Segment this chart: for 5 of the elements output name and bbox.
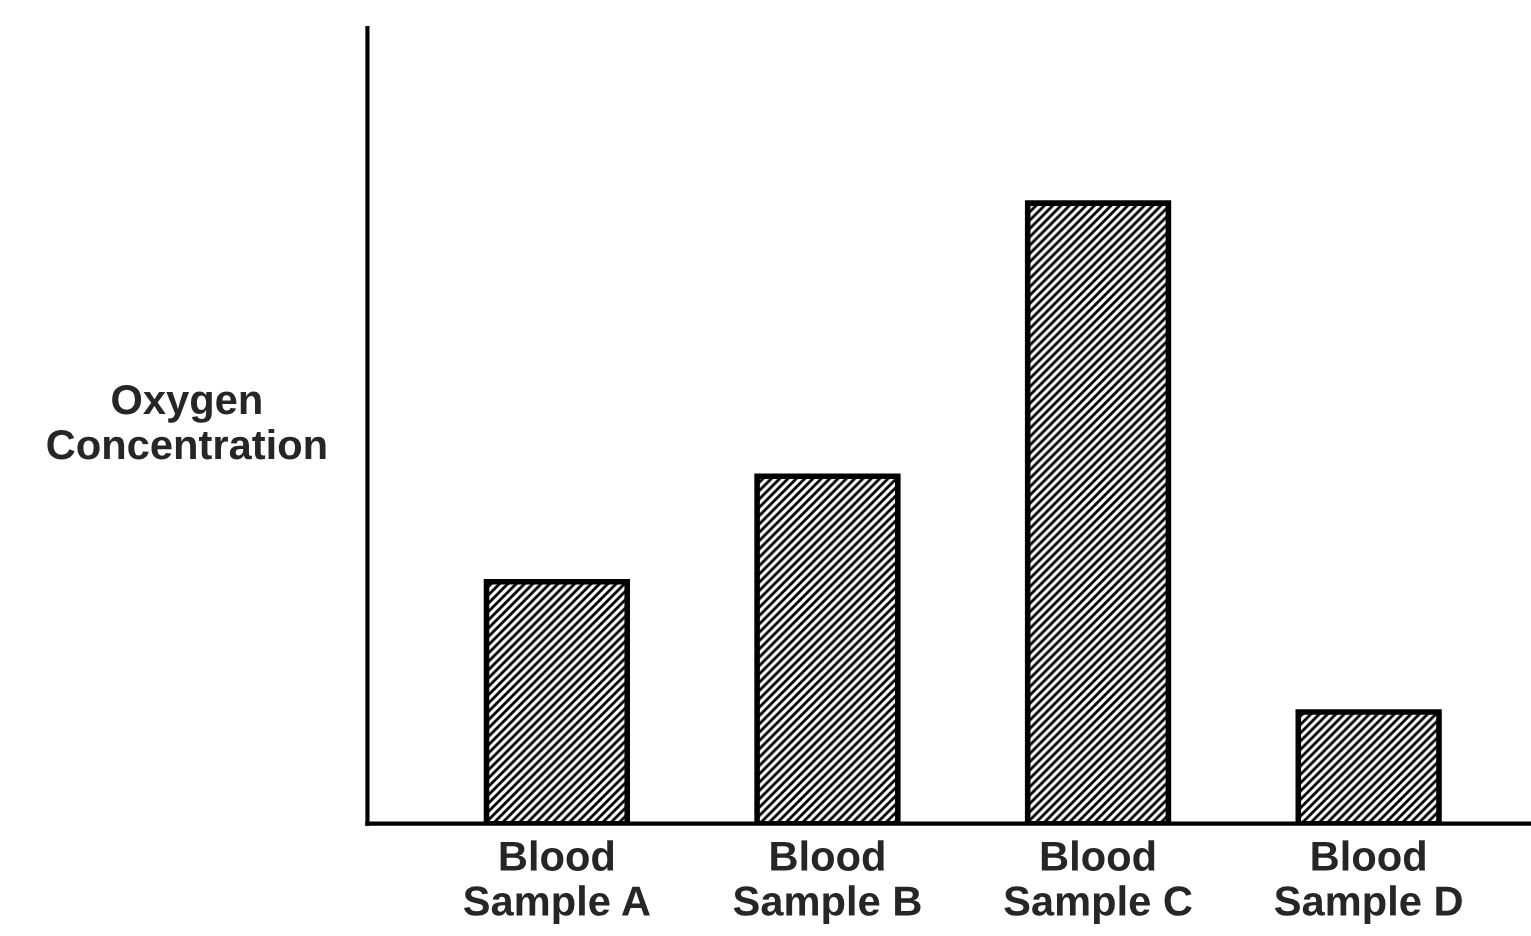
x-tick-label: Blood Sample A	[463, 840, 650, 925]
x-tick-label: Blood Sample B	[733, 840, 921, 925]
x-tick-label: Blood Sample C	[1004, 840, 1192, 925]
x-tick-label: Blood Sample D	[1274, 840, 1462, 925]
y-axis-title: Oxygen Concentration	[47, 384, 326, 460]
